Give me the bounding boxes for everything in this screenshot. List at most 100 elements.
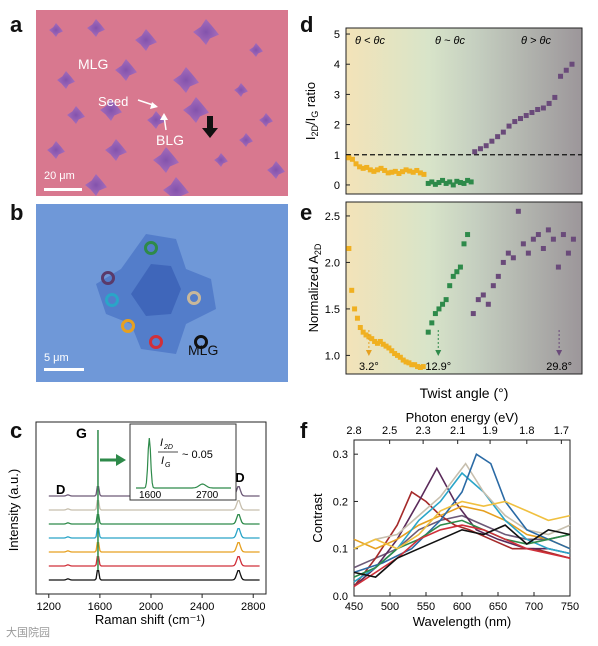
d-point [483,143,489,149]
f-toplabel: Photon energy (eV) [406,410,519,425]
e-point [346,245,352,251]
e-point [417,364,423,370]
arrow-down-icon [365,350,372,356]
d-point [403,167,409,173]
flake [267,161,285,179]
e-point [354,315,360,321]
e-point [530,236,536,242]
f-toptick: 1.9 [482,425,497,437]
panel-label-e: e [300,200,313,225]
e-point [432,311,438,317]
e-point [525,250,531,256]
micrograph-a: MLG Seed BLG 20 μm [36,10,288,196]
d-ytick: 5 [334,29,340,41]
e-point [560,232,566,238]
e-point [565,250,571,256]
ring-purple [101,271,115,285]
e-point [570,236,576,242]
e-point [374,340,380,346]
e-point [510,255,516,261]
arrow-down-icon [202,128,218,138]
e-point [555,264,561,270]
peak-g-label: G [76,425,87,441]
raman-spectrum [48,527,260,539]
e-point [490,283,496,289]
d-point [512,119,518,125]
d-point [399,169,405,175]
d-point [346,155,352,161]
d-point [436,180,442,186]
panel-label-a: a [10,12,23,37]
e-annotation: 12.9° [425,361,451,373]
flake [173,67,199,93]
f-ytick: 0.2 [333,496,348,508]
contrast-curve [353,500,571,550]
d-point [468,179,474,185]
d-point [465,177,471,183]
flake [57,71,75,89]
inset-tick: 1600 [139,490,162,501]
e-point [406,360,412,366]
d-point [552,94,558,100]
f-xtick: 650 [489,601,507,613]
d-point [417,170,423,176]
e-point [450,273,456,279]
d-point [353,161,359,167]
d-point [432,181,438,187]
d-point [500,129,506,135]
f-xtick: 600 [453,601,471,613]
seed-label: Seed [98,94,129,109]
flake [100,99,122,121]
flake [105,139,127,161]
flakes-a [47,19,285,196]
watermark: 大国院园 [6,627,50,639]
d-point [495,134,501,140]
panel-label-c: c [10,418,23,443]
panel-label-d: d [300,12,314,37]
ring-black [194,335,208,349]
e-point [485,301,491,307]
d-point [385,170,391,176]
e-point [545,227,551,233]
area-chart: 1.0 1.5 2.0 2.5 3.2° 12.9° 29.8° Twist angle (°… [306,201,583,401]
arrow-down-icon [435,350,442,356]
d-point [374,167,380,173]
d-point [407,168,413,174]
inset-tick: 2700 [196,490,219,501]
contrast-curve [353,519,571,578]
raman-xtick: 2800 [241,601,265,613]
inset-den: I [161,455,164,467]
flake [234,83,248,97]
e-point [465,232,471,238]
flake [214,153,228,167]
flake [249,43,263,57]
d-point [558,73,564,79]
e-ytick: 1.0 [325,350,340,362]
e-point [389,348,395,354]
e-point [363,332,369,338]
e-point [397,354,403,360]
e-point [409,362,415,368]
flake [239,133,253,147]
ring-green [144,241,158,255]
f-xtick: 700 [525,601,543,613]
e-point [500,259,506,265]
e-ylabel: Normalized A2D [306,243,323,332]
e-point [403,359,409,365]
inset-value: ~ 0.05 [182,449,213,461]
contrast-curve [353,462,571,550]
d-ytick: 2 [334,120,340,132]
ratio-chart: 0 1 2 3 4 5 θ < θc θ ~ θc θ > θc I2D/IG ratio [303,27,583,195]
d-point [477,146,483,152]
d-point [517,116,523,122]
contrast-curve [353,505,571,550]
ring-red [149,335,163,349]
raman-spectrum [48,569,260,581]
e-point [505,250,511,256]
raman-chart: Intensity (a.u.) Raman shift (cm⁻¹) 1200… [6,421,267,627]
e-ytick: 1.5 [325,304,340,316]
d-point [489,138,495,144]
e-point [457,264,463,270]
e-point [461,241,467,247]
f-xtick: 750 [561,601,579,613]
